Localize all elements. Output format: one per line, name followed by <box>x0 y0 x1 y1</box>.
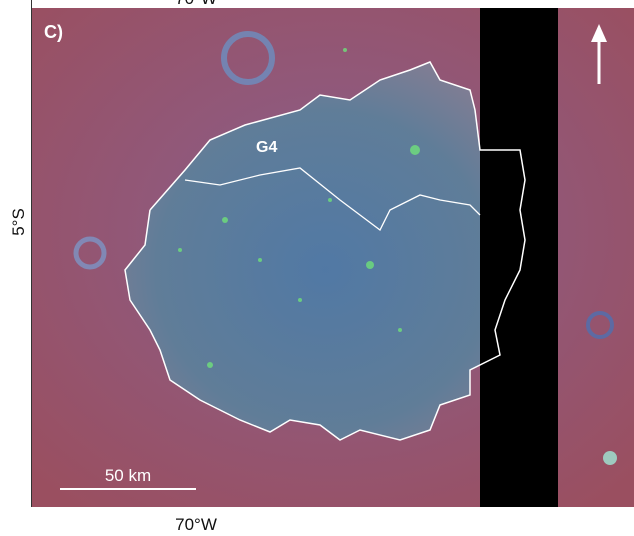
region-label: G4 <box>256 139 277 156</box>
figure: C) G4 50 km 70°W 70°W 5°S <box>0 0 634 536</box>
lon-label-bottom: 70°W <box>175 515 217 534</box>
scale-label: 50 km <box>105 466 151 485</box>
data-gap <box>480 8 558 507</box>
panel-label: C) <box>44 22 63 42</box>
lon-label-top: 70°W <box>175 0 217 8</box>
map: C) G4 50 km 70°W 70°W 5°S <box>0 0 634 536</box>
lat-label: 5°S <box>9 208 28 236</box>
